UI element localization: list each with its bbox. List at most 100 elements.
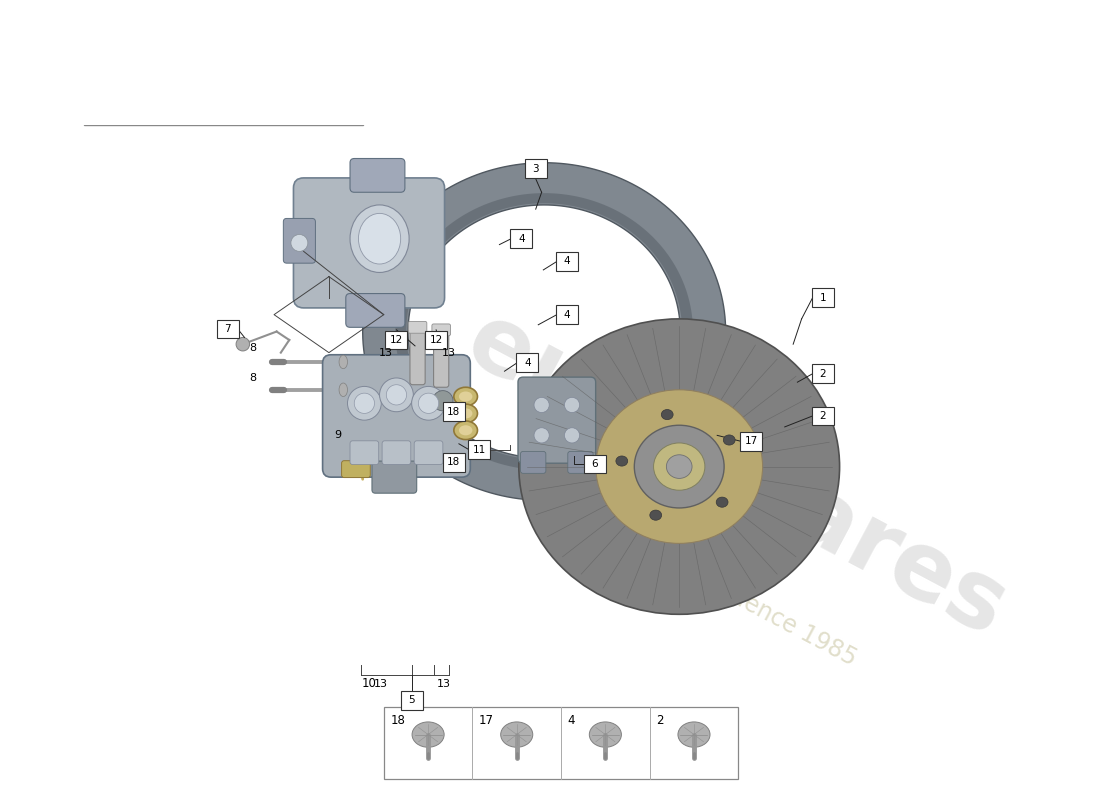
Circle shape: [418, 393, 439, 414]
Circle shape: [290, 234, 308, 251]
Ellipse shape: [350, 205, 409, 273]
FancyBboxPatch shape: [350, 158, 405, 192]
Text: 17: 17: [480, 714, 494, 727]
Circle shape: [272, 65, 319, 112]
FancyBboxPatch shape: [568, 451, 593, 474]
Ellipse shape: [339, 355, 348, 369]
Ellipse shape: [459, 426, 472, 435]
Ellipse shape: [339, 383, 348, 397]
Circle shape: [146, 82, 157, 94]
Bar: [544, 0, 726, 62]
FancyBboxPatch shape: [520, 451, 546, 474]
Text: 4: 4: [568, 714, 575, 727]
FancyBboxPatch shape: [516, 354, 538, 372]
FancyBboxPatch shape: [400, 691, 422, 710]
Ellipse shape: [459, 408, 472, 418]
Ellipse shape: [724, 435, 735, 445]
FancyBboxPatch shape: [518, 377, 595, 463]
Circle shape: [386, 385, 407, 405]
Polygon shape: [167, 0, 214, 13]
Text: 12: 12: [389, 335, 403, 345]
FancyBboxPatch shape: [443, 453, 465, 472]
FancyBboxPatch shape: [432, 324, 451, 336]
Circle shape: [564, 398, 580, 413]
Text: eurospares: eurospares: [451, 295, 1022, 657]
FancyBboxPatch shape: [433, 327, 449, 387]
Ellipse shape: [590, 722, 621, 747]
Text: a passion for excellence 1985: a passion for excellence 1985: [538, 484, 861, 670]
Text: 8: 8: [250, 373, 256, 383]
Circle shape: [411, 386, 446, 420]
Polygon shape: [113, 6, 333, 95]
Bar: [384, 707, 738, 779]
Circle shape: [379, 378, 414, 412]
Polygon shape: [363, 162, 726, 500]
FancyBboxPatch shape: [408, 322, 427, 334]
FancyBboxPatch shape: [812, 365, 834, 383]
Ellipse shape: [454, 404, 477, 422]
Text: 3: 3: [532, 164, 539, 174]
Text: 12: 12: [429, 335, 442, 345]
FancyBboxPatch shape: [294, 178, 444, 308]
Ellipse shape: [667, 454, 692, 478]
FancyBboxPatch shape: [525, 159, 547, 178]
Ellipse shape: [661, 410, 673, 420]
Text: 13: 13: [442, 348, 455, 358]
FancyBboxPatch shape: [410, 325, 425, 385]
FancyBboxPatch shape: [556, 306, 578, 324]
Text: 6: 6: [592, 459, 598, 469]
Text: 13: 13: [437, 678, 451, 689]
Ellipse shape: [359, 214, 400, 264]
FancyBboxPatch shape: [556, 252, 578, 270]
Text: 2: 2: [820, 369, 826, 378]
Text: 16: 16: [552, 0, 568, 1]
Ellipse shape: [608, 6, 629, 21]
Polygon shape: [219, 2, 261, 13]
Polygon shape: [658, 9, 703, 42]
Text: 7: 7: [224, 324, 231, 334]
Ellipse shape: [678, 722, 710, 747]
Ellipse shape: [596, 390, 762, 543]
FancyBboxPatch shape: [345, 294, 405, 327]
Ellipse shape: [454, 421, 477, 439]
FancyBboxPatch shape: [740, 432, 762, 450]
Text: 13: 13: [374, 678, 388, 689]
FancyBboxPatch shape: [382, 441, 410, 465]
Circle shape: [236, 338, 250, 351]
Circle shape: [128, 65, 175, 112]
Text: 4: 4: [563, 257, 570, 266]
FancyBboxPatch shape: [584, 454, 606, 474]
Ellipse shape: [716, 497, 728, 507]
FancyBboxPatch shape: [342, 461, 371, 478]
FancyBboxPatch shape: [812, 406, 834, 426]
Ellipse shape: [454, 387, 477, 406]
Ellipse shape: [500, 722, 532, 747]
Text: 9: 9: [333, 430, 341, 440]
Polygon shape: [162, 0, 285, 10]
Polygon shape: [562, 3, 624, 47]
Circle shape: [564, 428, 580, 443]
Text: 5: 5: [408, 695, 415, 706]
Ellipse shape: [557, 30, 578, 45]
Text: 18: 18: [448, 458, 461, 467]
Ellipse shape: [412, 722, 444, 747]
FancyBboxPatch shape: [322, 354, 471, 477]
FancyBboxPatch shape: [284, 218, 316, 263]
Ellipse shape: [616, 456, 628, 466]
FancyBboxPatch shape: [510, 230, 532, 248]
FancyBboxPatch shape: [217, 320, 239, 338]
FancyBboxPatch shape: [315, 51, 337, 68]
Ellipse shape: [459, 391, 472, 402]
FancyBboxPatch shape: [385, 330, 407, 350]
Circle shape: [432, 390, 453, 411]
FancyBboxPatch shape: [415, 441, 443, 465]
Text: 8: 8: [250, 343, 256, 354]
FancyBboxPatch shape: [425, 330, 447, 350]
FancyBboxPatch shape: [469, 441, 491, 459]
Circle shape: [534, 428, 549, 443]
Text: 4: 4: [563, 310, 570, 320]
Text: 4: 4: [524, 358, 530, 368]
Text: 4: 4: [518, 234, 525, 244]
FancyBboxPatch shape: [443, 402, 465, 421]
Circle shape: [282, 74, 309, 102]
